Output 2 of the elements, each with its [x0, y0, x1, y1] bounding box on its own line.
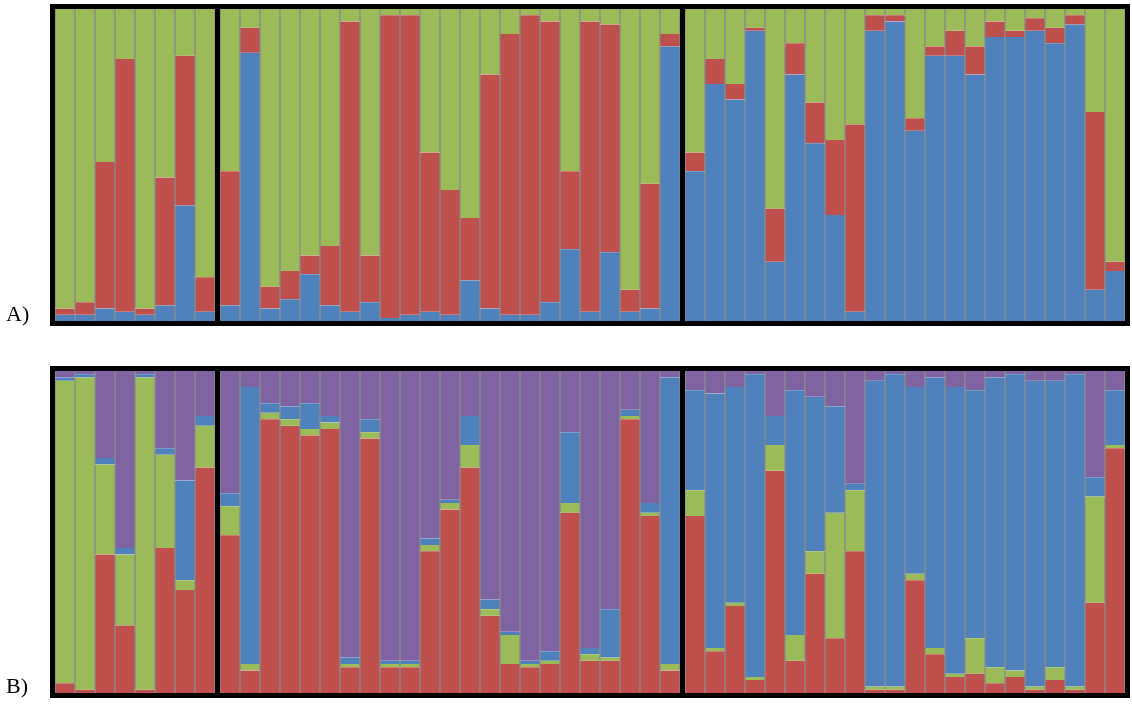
text: B) — [6, 673, 28, 698]
text: A) — [6, 301, 30, 326]
